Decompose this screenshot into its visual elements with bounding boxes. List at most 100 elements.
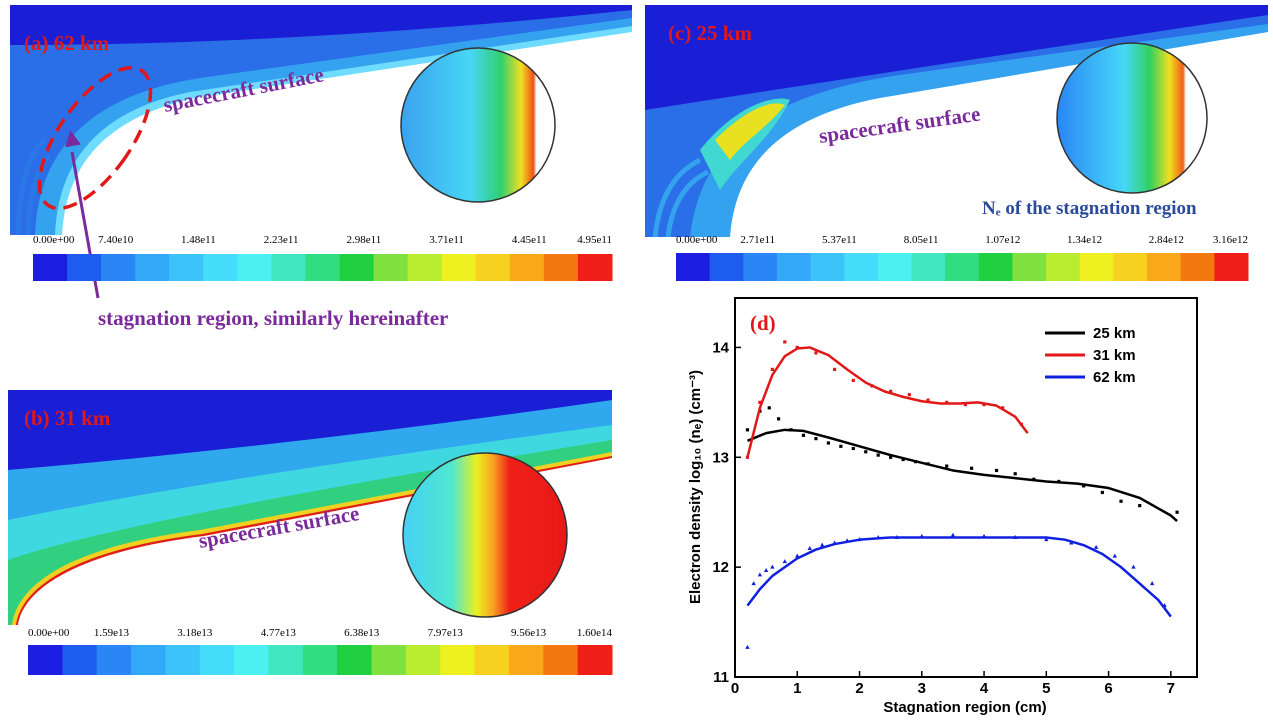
data-point [970,466,974,470]
data-point [757,572,763,577]
colorbar-tick-label: 4.77e13 [261,627,297,639]
x-axis-label: Stagnation region (cm) [883,699,1046,716]
colorbar-tick-label: 4.95e11 [577,234,612,246]
contour-c [645,5,1268,237]
colorbar-tick-label: 8.05e11 [904,234,939,246]
colorbar-tick-label: 7.40e10 [98,234,134,246]
data-point [851,446,855,451]
data-point [1057,479,1061,484]
legend-label: 62 km [1093,369,1136,386]
colorbar-tick-label: 9.56e13 [511,627,547,639]
colorbar-cell [743,253,778,281]
x-tick-label: 2 [855,680,863,697]
data-point [826,441,830,445]
colorbar-cell [33,254,68,281]
colorbar-cell [407,254,443,281]
colorbar-cell [135,254,170,281]
data-point [876,453,880,457]
colorbar-cell [474,645,510,675]
data-point [894,534,900,539]
data-point [1069,540,1074,545]
colorbar-cell [271,254,306,281]
data-point [1112,553,1118,558]
data-point [758,400,762,404]
data-point [1100,490,1104,495]
series-line [746,346,1029,458]
data-point [1138,504,1142,508]
data-point [1162,603,1167,608]
colorbar-tick-label: 2.71e11 [740,234,775,246]
data-point [782,559,788,564]
colorbar-tick-label: 1.59e13 [94,627,130,639]
data-point [844,538,850,543]
colorbar-cell [302,645,338,675]
colorbar-tick-label: 0.00e+00 [33,234,75,246]
data-point [963,402,967,407]
contour-b [8,390,612,625]
colorbar-cell [1214,253,1249,281]
data-point [926,398,930,402]
data-point [982,402,986,407]
data-point [832,540,837,545]
colorbar-cell [1046,253,1081,281]
x-tick-label: 6 [1104,680,1112,697]
colorbar-cell [945,253,980,281]
colorbar-cell [877,253,913,281]
data-point [833,367,837,372]
data-point [1131,564,1136,569]
y-tick-label: 14 [712,339,729,356]
data-point [857,537,862,542]
colorbar-cell [28,645,63,675]
colorbar-tick-label: 1.34e12 [1067,234,1102,246]
data-point [745,455,750,459]
colorbar-tick-label: 3.18e13 [177,627,213,639]
y-tick-label: 12 [712,559,729,576]
colorbar-tick-label: 2.23e11 [264,234,299,246]
data-point [1012,534,1018,539]
annotation: stagnation region, similarly hereinafter [98,306,448,330]
data-point [770,367,774,372]
colorbar-cell [268,645,304,675]
legend-label: 31 km [1093,347,1136,364]
data-point [839,444,843,448]
data-point [763,567,769,572]
colorbar-cell [234,645,269,675]
data-point [783,340,787,344]
colorbar-tick-label: 5.37e11 [822,234,857,246]
data-point [770,564,775,569]
data-point [1032,477,1036,481]
colorbar-cell [203,254,238,281]
data-point [1119,499,1123,503]
colorbar-tick-label: 4.45e11 [512,234,547,246]
data-point [919,533,924,538]
colorbar-tick-label: 6.38e13 [344,627,380,639]
colorbar-tick-label: 0.00e+00 [28,627,70,639]
colorbar-cell [339,254,375,281]
panel-label: (c) 25 km [668,21,752,45]
data-point [1001,406,1005,410]
data-point [751,581,756,586]
data-point [1093,544,1099,549]
contour-a [10,5,632,235]
colorbar-cell [169,254,204,281]
colorbar-cell [1079,253,1114,281]
colorbar-cell [1147,253,1182,281]
data-point [1082,484,1086,488]
data-point [926,462,930,466]
colorbar-cell [337,645,373,675]
x-tick-label: 5 [1042,680,1050,697]
data-point [745,644,750,649]
colorbar-cell [96,645,132,675]
colorbar-cell [509,254,545,281]
colorbar-cell [131,645,166,675]
data-point [801,433,806,437]
data-point [889,455,893,459]
data-point [876,534,881,539]
data-point [994,468,999,473]
x-tick-label: 0 [731,680,739,697]
colorbar-cell [844,253,879,281]
panel-label: (b) 31 km [24,406,111,430]
colorbar-cell [1012,253,1047,281]
